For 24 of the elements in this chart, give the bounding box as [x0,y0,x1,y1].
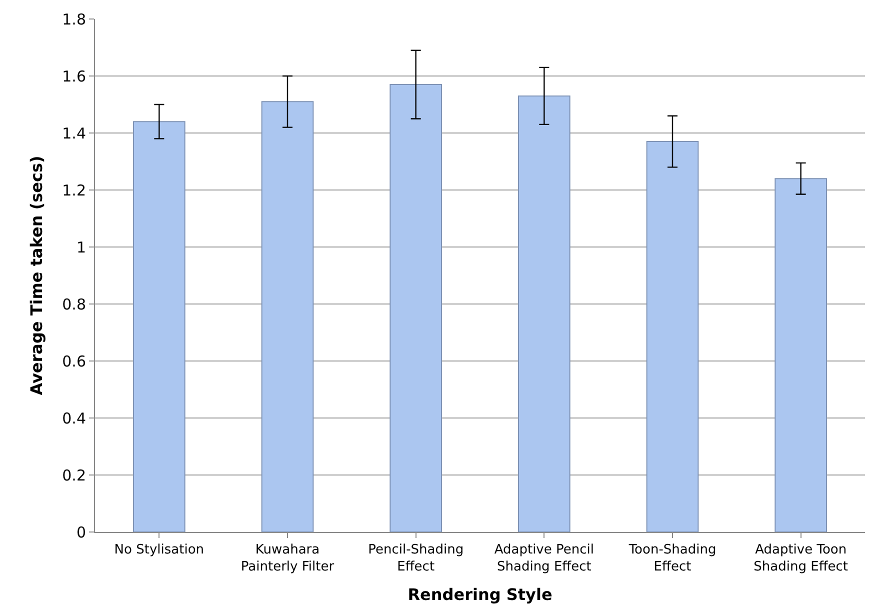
x-tick-label: Toon-Shading Effect [628,542,716,574]
x-axis-title: Rendering Style [408,585,552,604]
y-tick-label: 1.6 [62,67,86,86]
bar [646,141,699,532]
y-axis-title: Average Time taken (secs) [27,156,46,396]
bar [390,84,442,532]
y-tick-label: 1 [76,238,86,256]
y-tick-label: 0.2 [62,466,86,484]
x-tick-label: Pencil-Shading Effect [368,542,464,574]
y-tick-label: 0.4 [62,409,86,428]
x-tick-label: No Stylisation [114,542,204,558]
bar [774,178,827,532]
y-tick-label: 0 [76,523,86,542]
y-tick-label: 0.6 [62,352,86,370]
bar [261,101,314,532]
y-tick-label: 1.4 [62,124,86,142]
y-tick-label: 1.2 [62,181,86,200]
y-tick-label: 1.8 [62,10,86,28]
bar [518,95,570,532]
x-tick-label: Adaptive Pencil Shading Effect [494,542,594,574]
x-tick-label: Adaptive Toon Shading Effect [754,542,848,574]
y-tick-label: 0.8 [62,295,86,314]
bar [133,121,186,532]
x-tick-label: Kuwahara Painterly Filter [240,542,335,574]
